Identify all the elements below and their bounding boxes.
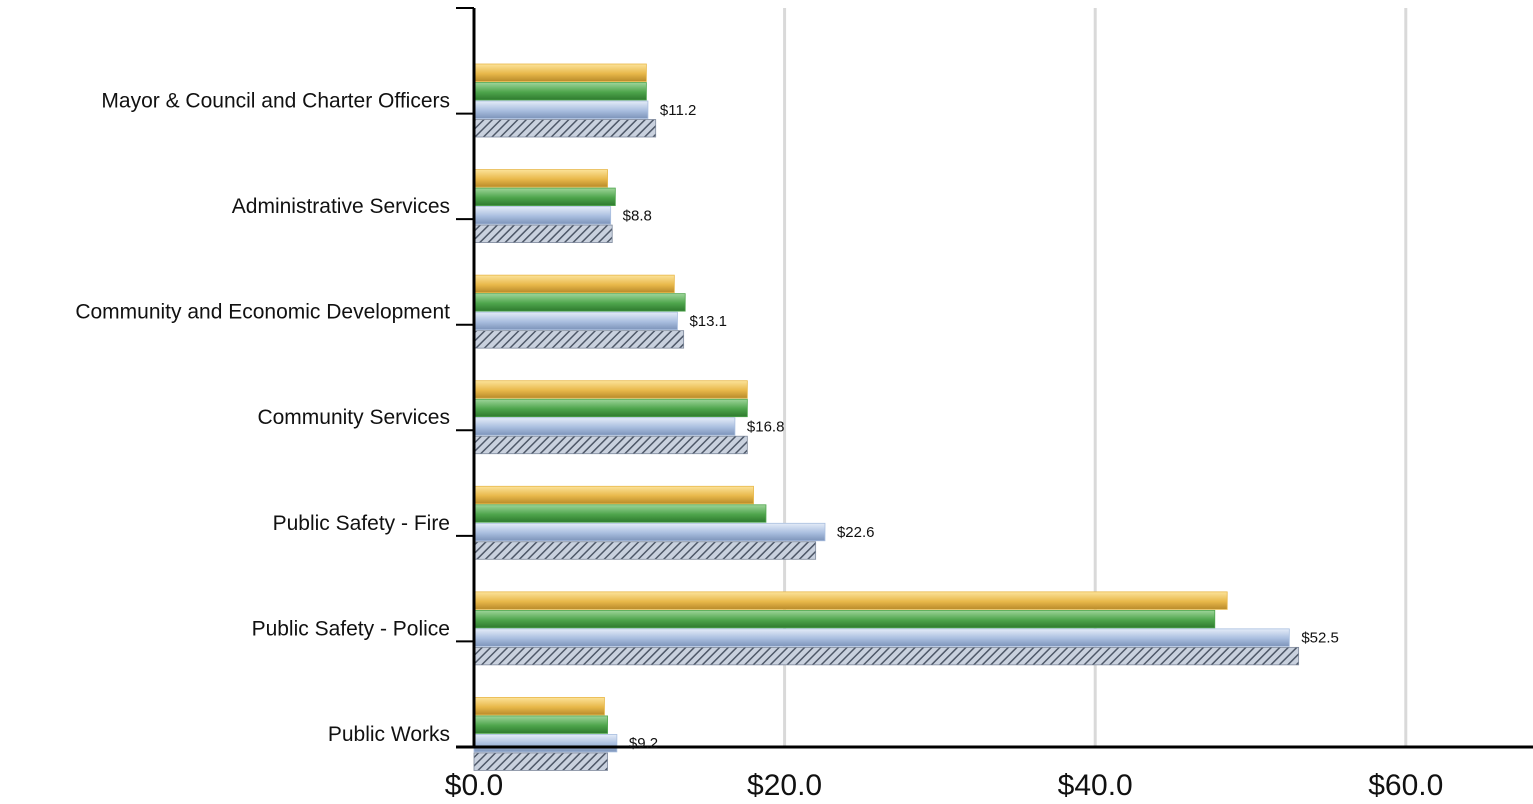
data-label: $22.6 <box>837 524 875 541</box>
bar <box>473 187 616 206</box>
x-tick-label: $20.0 <box>747 769 822 802</box>
bar <box>473 274 675 294</box>
bar <box>473 541 817 560</box>
data-label: $16.8 <box>747 418 785 435</box>
bar <box>473 293 686 312</box>
x-tick-label: $0.0 <box>445 769 503 802</box>
category-label: Community and Economic Development <box>75 301 450 324</box>
x-tick-label: $60.0 <box>1368 769 1443 802</box>
bar <box>473 119 657 138</box>
category-label: Mayor & Council and Charter Officers <box>101 90 450 113</box>
bar <box>473 504 767 523</box>
data-label: $9.2 <box>629 735 658 752</box>
bar <box>473 435 748 455</box>
bar <box>473 330 685 349</box>
bar <box>473 311 678 331</box>
bar <box>473 485 754 505</box>
bar <box>473 63 647 82</box>
bar <box>473 380 748 399</box>
bars <box>473 63 1300 771</box>
bar <box>473 646 1300 666</box>
axes <box>456 7 1533 749</box>
bar <box>473 715 608 734</box>
bar <box>473 522 826 542</box>
bar <box>473 417 736 436</box>
bar <box>473 206 612 225</box>
bar <box>473 734 618 753</box>
category-label: Public Safety - Fire <box>273 512 450 535</box>
category-label: Administrative Services <box>232 195 450 218</box>
x-tick-label: $40.0 <box>1058 769 1133 802</box>
bar <box>473 591 1228 610</box>
labels: $0.0 $20.0 $40.0 $60.0 $11.2 Mayor & Council … <box>75 90 1443 803</box>
bar <box>473 697 605 716</box>
bar <box>473 398 748 418</box>
data-label: $8.8 <box>623 207 652 224</box>
data-label: $52.5 <box>1301 630 1339 647</box>
category-label: Public Works <box>328 723 450 746</box>
bar <box>473 628 1290 647</box>
bar <box>473 82 647 101</box>
data-label: $11.2 <box>660 102 696 119</box>
bar <box>473 752 608 771</box>
bar <box>473 169 608 188</box>
bar <box>473 224 613 243</box>
bar <box>473 609 1216 629</box>
bar <box>473 100 649 119</box>
data-label: $13.1 <box>689 313 727 330</box>
category-label: Public Safety - Police <box>252 617 450 640</box>
category-label: Community Services <box>257 406 450 429</box>
